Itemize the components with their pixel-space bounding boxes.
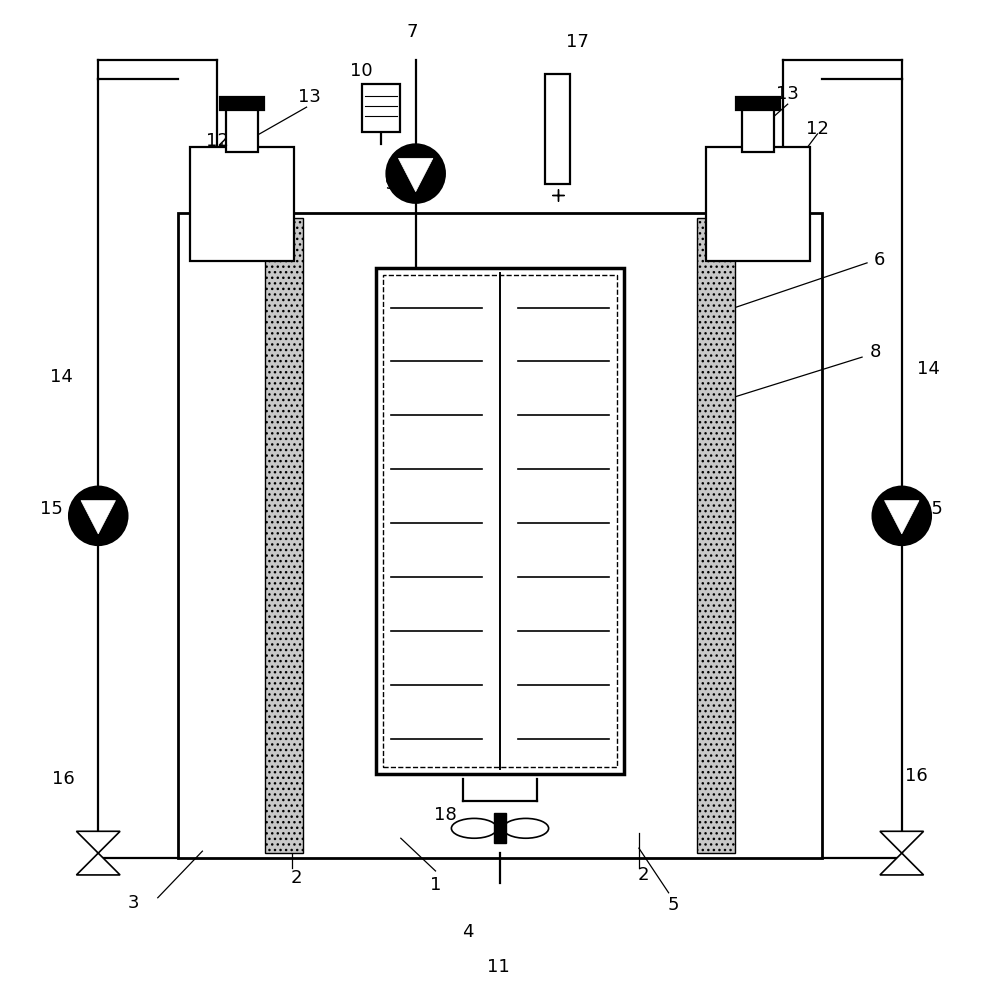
Circle shape xyxy=(874,488,930,544)
Bar xyxy=(190,147,294,261)
Text: 8: 8 xyxy=(869,343,881,361)
Text: 2: 2 xyxy=(291,869,302,887)
Text: 11: 11 xyxy=(487,958,509,976)
Text: 2: 2 xyxy=(638,866,650,884)
Polygon shape xyxy=(880,853,924,875)
Text: 12: 12 xyxy=(206,132,229,150)
Text: 18: 18 xyxy=(434,806,457,824)
Text: 10: 10 xyxy=(350,62,372,80)
Text: 13: 13 xyxy=(776,85,799,103)
Text: 16: 16 xyxy=(905,767,928,785)
Text: 15: 15 xyxy=(40,500,63,518)
Circle shape xyxy=(387,145,445,202)
Bar xyxy=(494,813,506,843)
Polygon shape xyxy=(398,159,433,191)
Bar xyxy=(178,213,822,858)
Bar xyxy=(545,74,570,184)
Text: 5: 5 xyxy=(668,896,679,914)
Ellipse shape xyxy=(451,818,497,838)
Text: 9: 9 xyxy=(385,175,397,192)
Ellipse shape xyxy=(503,818,549,838)
Text: 6: 6 xyxy=(873,251,885,269)
Bar xyxy=(226,107,258,152)
Text: 17: 17 xyxy=(566,33,589,51)
Text: 1: 1 xyxy=(430,876,441,894)
Polygon shape xyxy=(81,501,115,534)
Text: 14: 14 xyxy=(50,368,73,386)
Bar xyxy=(706,147,810,261)
Polygon shape xyxy=(880,831,924,853)
Text: 16: 16 xyxy=(52,770,75,788)
Bar xyxy=(383,275,617,767)
Bar xyxy=(742,107,774,152)
Text: 4: 4 xyxy=(463,924,474,941)
Bar xyxy=(376,268,624,774)
Text: 15: 15 xyxy=(920,500,943,518)
Polygon shape xyxy=(76,831,120,853)
Circle shape xyxy=(388,146,443,201)
Circle shape xyxy=(69,487,127,545)
Polygon shape xyxy=(76,853,120,875)
Text: 12: 12 xyxy=(806,120,829,138)
Text: 13: 13 xyxy=(298,88,321,106)
Text: 14: 14 xyxy=(917,360,940,378)
Bar xyxy=(362,84,400,132)
Bar xyxy=(736,97,780,110)
Bar xyxy=(697,218,735,853)
Polygon shape xyxy=(885,501,919,534)
Circle shape xyxy=(70,488,126,544)
Bar xyxy=(220,97,264,110)
Text: 7: 7 xyxy=(407,23,418,41)
Text: 3: 3 xyxy=(127,894,139,912)
Bar xyxy=(265,218,303,853)
Circle shape xyxy=(873,487,931,545)
